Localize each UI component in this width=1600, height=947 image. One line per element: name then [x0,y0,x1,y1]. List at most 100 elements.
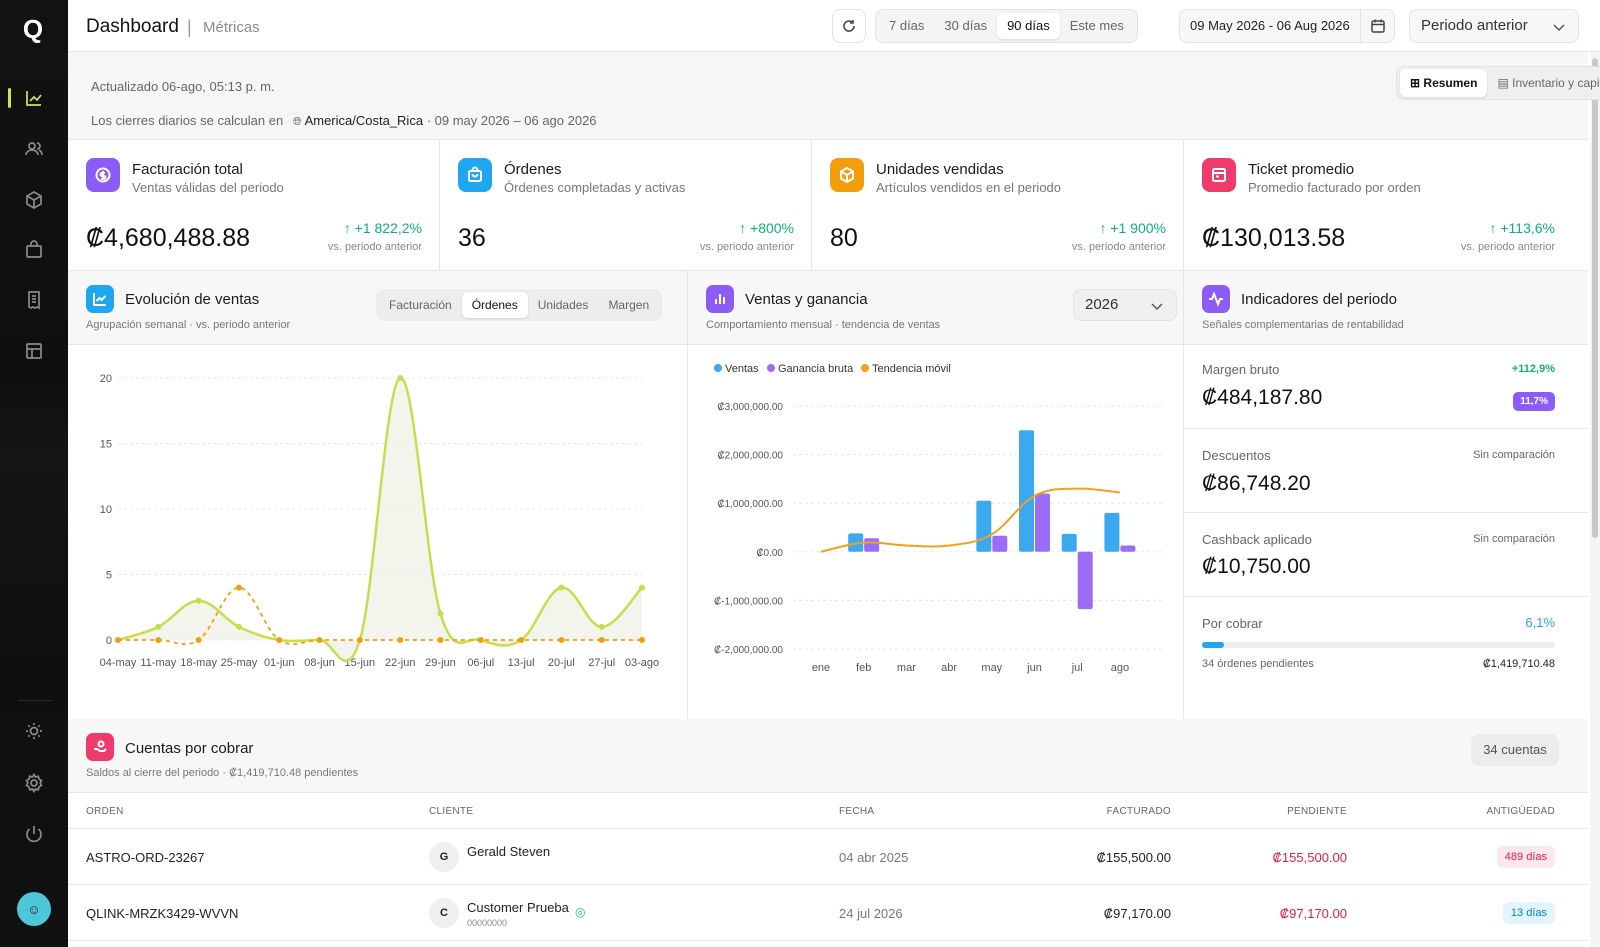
kpi-subtitle: Artículos vendidos en el periodo [876,180,1062,195]
range-option[interactable]: 30 días [944,18,988,33]
profit-bar [1120,545,1136,552]
col-pendiente[interactable]: PENDIENTE [1287,806,1347,817]
range-option[interactable]: 7 días [889,18,925,33]
year-select[interactable]: 2026 [1073,289,1177,321]
kpi-compare: vs. periodo anterior [327,241,422,253]
profit-bar [992,535,1008,552]
activity-icon [1202,285,1230,313]
date-range-picker[interactable]: 09 May 2026 - 06 Aug 2026 [1179,9,1395,43]
kpi-title: Ticket promedio [1248,161,1355,178]
panel-subtitle: Agrupación semanal · vs. periodo anterio… [86,319,291,331]
cell-facturado: ₡155,500.00 [1096,850,1171,865]
col-facturado[interactable]: FACTURADO [1106,806,1171,817]
sales-bar [1104,512,1120,552]
y-tick-label: ₡0.00 [756,547,783,559]
kpi-compare: vs. periodo anterior [699,241,794,253]
section-subtitle: Saldos al cierre del periodo · ₡1,419,71… [86,767,359,779]
metric-tab[interactable]: Unidades [537,298,589,312]
kpi-value: 80 [830,224,858,252]
y-tick-label: ₡-1,000,000.00 [714,595,783,607]
indicator-value: ₡10,750.00 [1202,555,1311,578]
range-selector: 7 días 30 días 90 días Este mes [875,9,1138,43]
profit-bar [1035,493,1050,552]
logout-button[interactable] [0,816,68,852]
client-avatar: G [429,842,459,872]
col-fecha[interactable]: FECHA [839,806,875,817]
col-antiguedad[interactable]: ANTIGÜEDAD [1486,806,1555,817]
chevron-down-icon [1553,24,1565,32]
current-point [598,623,605,630]
col-cliente[interactable]: CLIENTE [429,806,474,817]
metric-tab[interactable]: Margen [608,298,650,312]
kpi-compare: vs. periodo anterior [1071,241,1166,253]
indicator-percent: 6,1% [1525,615,1555,630]
metric-tab[interactable]: Facturación [389,298,452,312]
range-option[interactable]: Este mes [1069,18,1124,33]
nav-dashboard[interactable] [0,80,68,116]
bag-icon [26,240,42,258]
nav-settings[interactable] [0,765,68,801]
current-line [117,376,643,663]
nav-clientes[interactable] [0,131,68,167]
nav-ventas[interactable] [0,232,68,268]
page-subtitle: Métricas [203,19,260,36]
avatar[interactable]: ☺ [17,892,51,926]
metric-tab[interactable]: Órdenes [461,292,528,318]
arrow-up-icon: ↑ [1099,220,1107,236]
cell-pendiente: ₡97,170.00 [1279,906,1347,921]
previous-point [356,637,363,643]
legend-label: Tendencia móvil [872,363,951,375]
cell-fecha: 24 jul 2026 [839,906,903,921]
col-orden[interactable]: ORDEN [86,806,124,817]
panel-title: Ventas y ganancia [745,291,868,308]
previous-point [518,637,525,643]
previous-point [639,637,645,643]
tab-resumen[interactable]: ⊞ Resumen [1400,69,1488,97]
cell-orden[interactable]: ASTRO-ORD-23267 [86,850,205,865]
refresh-icon [843,20,855,32]
previous-point [477,637,484,643]
table-row[interactable]: ASTRO-ORD-23267 G Gerald Steven 04 abr 2… [68,829,1588,885]
x-tick-label: ago [1111,662,1129,674]
scrollbar-thumb[interactable] [1592,58,1598,538]
tab-inventario[interactable]: ▤ Inventario y capital [1487,69,1600,97]
kpi-card-facturacion: Facturación total Ventas válidas del per… [68,140,440,271]
app-logo[interactable]: Q [22,14,44,44]
indicator-descuentos: Descuentos ₡86,748.20 Sin comparación [1184,429,1588,513]
panel-header: Ventas y ganancia Comportamiento mensual… [688,271,1183,345]
hand-coin-icon [86,733,114,761]
line-chart-icon [86,285,114,313]
sun-icon [26,723,42,739]
kpi-card-ordenes: Órdenes Órdenes completadas y activas 36… [440,140,812,271]
theme-toggle[interactable] [0,713,68,749]
indicator-label: Por cobrar [1202,616,1263,631]
panel-subtitle: Señales complementarias de rentabilidad [1202,319,1404,331]
refresh-button[interactable] [832,9,866,43]
compare-select[interactable]: Periodo anterior [1409,9,1579,43]
nav-facturas[interactable] [0,282,68,318]
indicator-compare: Sin comparación [1473,449,1555,461]
archive-icon: ▤ [1497,76,1509,90]
cell-orden[interactable]: QLINK-MRZK3429-WVVN [86,906,239,921]
legend-marker [714,364,722,372]
legend-marker [861,364,869,372]
cell-cliente[interactable]: Gerald Steven [467,844,551,859]
trend-line [820,487,1120,553]
y-tick-label: 0 [106,635,112,647]
calendar-icon[interactable] [1360,10,1394,42]
timezone-range: · 09 may 2026 – 06 ago 2026 [426,113,597,128]
sales-bar [1061,533,1077,552]
range-option[interactable]: 90 días [997,13,1060,39]
timezone-name: America/Costa_Rica [304,113,424,128]
kpi-delta: ↑ +1 900% [1099,220,1166,236]
kpi-title: Unidades vendidas [876,161,1004,178]
cell-fecha: 04 abr 2025 [839,850,909,865]
nav-tienda[interactable] [0,333,68,369]
whatsapp-icon[interactable]: ◎ [575,905,586,919]
compare-value: Periodo anterior [1421,17,1528,34]
cell-cliente[interactable]: Customer Prueba [467,900,569,915]
x-tick-label: 18-may [180,657,217,669]
previous-point [437,637,444,643]
table-row[interactable]: QLINK-MRZK3429-WVVN C Customer Prueba ◎ … [68,885,1588,941]
nav-productos[interactable] [0,182,68,218]
